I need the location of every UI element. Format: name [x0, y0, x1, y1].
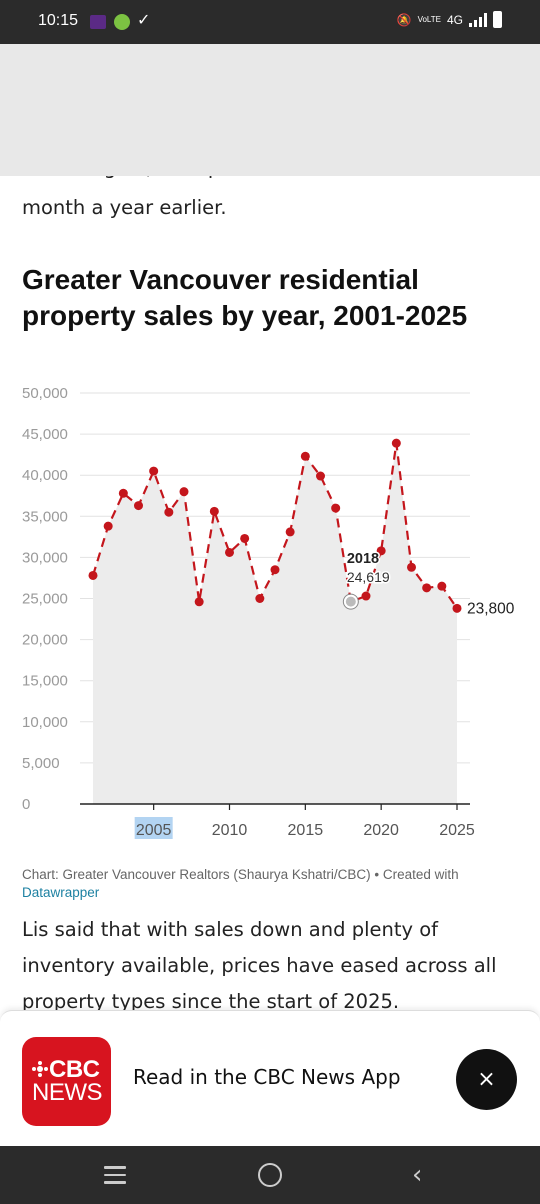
- x-tick-label: 2020: [363, 822, 399, 839]
- battery-icon: [493, 11, 502, 28]
- data-point: [361, 591, 371, 601]
- status-bar: 10:15 ✓ 🔕 VoLTE 4G: [0, 0, 540, 44]
- data-point: [391, 438, 401, 448]
- y-tick-label: 45,000: [22, 426, 68, 443]
- data-point: [285, 527, 295, 537]
- app-notification-icon: [114, 14, 130, 30]
- end-value-label: 23,800: [467, 600, 515, 617]
- ad-placeholder: [0, 44, 540, 176]
- signal-icon: [469, 12, 487, 27]
- data-point: [316, 471, 325, 481]
- text-selection-highlight: [134, 817, 173, 839]
- article-paragraph: Lis said that with sales down and plenty…: [22, 918, 497, 1010]
- data-point: [437, 581, 447, 591]
- volte-icon: VoLTE: [417, 15, 441, 24]
- recent-apps-icon[interactable]: [104, 1166, 126, 1184]
- logo-text: CBC: [49, 1056, 100, 1083]
- app-notification-icon: [90, 15, 106, 29]
- data-point: [88, 570, 98, 580]
- download-done-icon: ✓: [137, 12, 151, 29]
- close-banner-button[interactable]: ×: [456, 1049, 517, 1110]
- logo-text: NEWS: [32, 1079, 103, 1106]
- data-point: [376, 546, 386, 556]
- data-point: [164, 507, 174, 517]
- area-fill: [93, 443, 457, 804]
- y-tick-label: 40,000: [22, 467, 68, 484]
- y-tick-label: 5,000: [22, 755, 60, 772]
- x-tick-label: 2025: [439, 822, 475, 839]
- highlight-year-label: 2018: [347, 551, 379, 567]
- cbc-news-logo: CBC NEWS: [22, 1037, 111, 1126]
- home-icon[interactable]: [258, 1163, 282, 1187]
- data-point: [331, 503, 341, 513]
- sales-line-chart: 0 5,000 10,000 15,000 20,000 25,000 30,000 35,0…: [22, 385, 515, 839]
- data-point: [452, 603, 462, 613]
- data-point: [255, 594, 265, 603]
- app-promo-banner[interactable]: CBC NEWS Read in the CBC News App ×: [0, 1010, 540, 1146]
- data-point: [103, 521, 113, 531]
- chart-credit: Chart: Greater Vancouver Realtors (Shaur…: [22, 866, 522, 902]
- data-point: [134, 501, 143, 511]
- y-tick-label: 25,000: [22, 591, 68, 608]
- y-tick-label: 50,000: [22, 385, 68, 402]
- data-point: [422, 583, 432, 593]
- chart-title: Greater Vancouver residential property s…: [22, 264, 468, 331]
- network-type: 4G: [446, 12, 463, 27]
- highlight-value-label: 24,619: [347, 569, 390, 585]
- status-icons: 🔕 VoLTE 4G: [397, 11, 502, 28]
- y-tick-label: 10,000: [22, 714, 68, 731]
- cbc-gem-icon: [32, 1061, 48, 1077]
- mute-icon: 🔕: [396, 12, 412, 27]
- y-tick-label: 30,000: [22, 549, 68, 566]
- data-point: [270, 565, 280, 575]
- highlight-ring: [342, 593, 359, 610]
- x-tick-label: 2005: [136, 822, 172, 839]
- data-point: [300, 451, 310, 461]
- y-tick-label: 15,000: [22, 673, 68, 690]
- y-tick-label: 35,000: [22, 508, 68, 525]
- x-tick-label: 2015: [288, 822, 324, 839]
- data-point: [179, 487, 189, 497]
- data-point: [118, 488, 128, 498]
- data-point: [225, 547, 234, 557]
- system-nav-bar: ‹: [0, 1146, 540, 1204]
- highlight-point: [343, 594, 358, 609]
- data-point: [240, 533, 250, 543]
- article-paragraph: in the region, 16.3 per cent more than t…: [22, 176, 518, 220]
- x-tick-label: 2010: [212, 822, 248, 839]
- open-app-link[interactable]: Read in the CBC News App: [133, 1065, 401, 1089]
- clock: 10:15: [38, 12, 79, 29]
- clipped-text: in the region, 16.3 per cent more than t…: [22, 176, 494, 186]
- credit-text: Chart: Greater Vancouver Realtors (Shaur…: [22, 867, 459, 882]
- data-point: [194, 597, 204, 607]
- data-point: [149, 466, 159, 476]
- data-point: [209, 506, 219, 516]
- y-tick-label: 0: [22, 796, 30, 813]
- back-icon[interactable]: ‹: [412, 1160, 423, 1190]
- y-tick-label: 20,000: [22, 632, 68, 649]
- paragraph-text: month a year earlier.: [22, 196, 227, 219]
- datawrapper-link[interactable]: Datawrapper: [22, 885, 100, 900]
- data-point: [407, 562, 416, 572]
